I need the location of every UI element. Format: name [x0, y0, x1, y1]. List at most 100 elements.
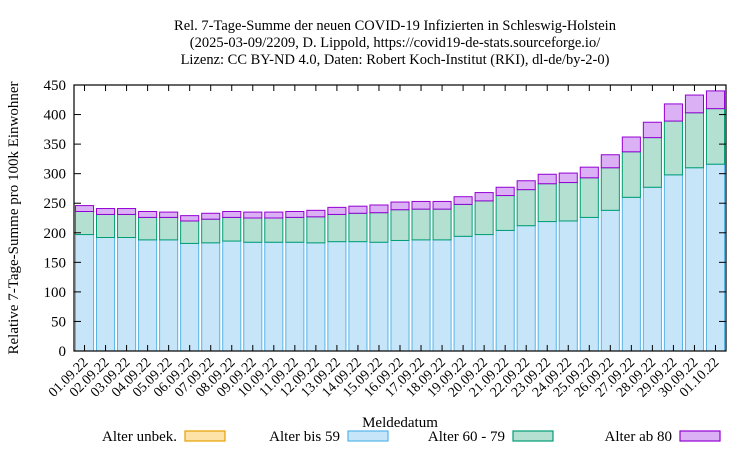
bar-alter-60-79-2 [117, 213, 137, 238]
bar-alter-ab-80-13 [348, 205, 368, 214]
bar-alter-bis-59-13 [348, 241, 368, 352]
bar-alter-60-79-8 [243, 217, 263, 243]
bar-alter-ab-80-28 [663, 103, 683, 122]
legend-label-alter-60-79: Alter 60 - 79 [428, 429, 505, 445]
title-line-3: Lizenz: CC BY-ND 4.0, Daten: Robert Koch… [181, 52, 610, 68]
bar-alter-60-79-4 [159, 216, 179, 241]
bar-alter-60-79-23 [558, 182, 578, 222]
bar-alter-60-79-13 [348, 212, 368, 243]
bar-alter-ab-80-4 [159, 211, 179, 218]
bar-alter-bis-59-27 [642, 186, 662, 352]
bar-alter-60-79-0 [74, 211, 95, 236]
bar-alter-bis-59-23 [558, 220, 578, 352]
bar-alter-ab-80-0 [74, 205, 95, 212]
bar-alter-ab-80-16 [411, 200, 431, 210]
bar-alter-60-79-6 [201, 218, 221, 244]
legend-swatch-alter-bis-59 [347, 430, 389, 442]
bar-alter-bis-59-9 [264, 241, 284, 352]
bar-alter-60-79-28 [663, 120, 683, 176]
bar-alter-ab-80-29 [684, 94, 704, 114]
bar-alter-bis-59-0 [74, 234, 95, 352]
bar-alter-bis-59-19 [474, 234, 494, 352]
bar-alter-60-79-30 [705, 108, 726, 165]
bar-alter-bis-59-15 [390, 239, 410, 352]
bar-alter-bis-59-25 [600, 209, 620, 352]
bar-alter-60-79-24 [579, 177, 599, 218]
x-axis-label: Meldedatum [362, 415, 438, 431]
bar-alter-bis-59-16 [411, 239, 431, 352]
bar-alter-ab-80-26 [621, 136, 641, 153]
bar-alter-60-79-19 [474, 200, 494, 236]
bar-alter-ab-80-22 [537, 173, 557, 185]
legend-label-alter-bis-59: Alter bis 59 [269, 429, 340, 445]
y-tick-label-5: 250 [44, 196, 67, 212]
legend-swatch-alter-ab-80 [679, 430, 721, 442]
bar-alter-bis-59-2 [117, 237, 137, 352]
bar-alter-bis-59-3 [138, 239, 158, 352]
bar-alter-60-79-1 [96, 213, 116, 238]
bar-alter-ab-80-20 [495, 186, 515, 197]
bar-alter-60-79-16 [411, 208, 431, 241]
bar-alter-ab-80-27 [642, 121, 662, 139]
bar-alter-ab-80-14 [369, 204, 389, 214]
bar-alter-60-79-15 [390, 209, 410, 241]
bar-alter-ab-80-5 [180, 215, 200, 222]
y-tick-label-6: 300 [44, 167, 67, 183]
bar-alter-ab-80-17 [432, 200, 452, 210]
legend-swatch-alter-unbek- [184, 430, 226, 442]
bar-alter-ab-80-8 [243, 211, 263, 219]
bar-alter-bis-59-28 [663, 174, 683, 352]
bar-alter-bis-59-12 [327, 241, 347, 352]
bar-alter-bis-59-4 [159, 239, 179, 352]
legend-label-alter-unbek-: Alter unbek. [102, 429, 177, 445]
y-tick-label-1: 50 [51, 314, 66, 330]
bar-alter-bis-59-26 [621, 196, 641, 352]
y-tick-label-8: 400 [44, 108, 67, 124]
y-tick-label-2: 100 [44, 285, 67, 301]
bar-alter-bis-59-21 [516, 225, 536, 352]
bar-alter-bis-59-5 [180, 242, 200, 352]
bar-alter-60-79-17 [432, 208, 452, 241]
legend-swatch-alter-60-79 [512, 430, 554, 442]
bar-alter-60-79-29 [684, 112, 704, 169]
bar-alter-ab-80-18 [453, 196, 473, 205]
title-line-1: Rel. 7-Tage-Summe der neuen COVID-19 Inf… [174, 18, 617, 34]
bar-alter-60-79-10 [285, 216, 305, 243]
bar-alter-ab-80-2 [117, 208, 137, 215]
bar-alter-ab-80-6 [201, 212, 221, 220]
bar-alter-60-79-20 [495, 195, 515, 231]
bar-alter-60-79-26 [621, 151, 641, 198]
bar-alter-bis-59-17 [432, 239, 452, 352]
bar-alter-bis-59-30 [705, 163, 726, 352]
y-tick-label-0: 0 [59, 344, 67, 360]
bar-alter-bis-59-24 [579, 216, 599, 352]
bar-alter-ab-80-23 [558, 172, 578, 184]
y-tick-label-3: 150 [44, 255, 67, 271]
legend: Alter unbek. Alter bis 59 Alter 60 - 79 Alt… [102, 429, 721, 445]
chart-title: Rel. 7-Tage-Summe der neuen COVID-19 Inf… [174, 18, 617, 68]
bar-alter-ab-80-10 [285, 211, 305, 218]
bar-alter-ab-80-7 [222, 211, 242, 218]
bar-alter-ab-80-11 [306, 209, 326, 218]
title-line-2: (2025-03-09/2209, D. Lippold, https://co… [190, 35, 601, 51]
bar-alter-bis-59-1 [96, 237, 116, 352]
bar-alter-ab-80-30 [705, 90, 726, 110]
plot-frame [73, 84, 727, 352]
bar-alter-60-79-18 [453, 203, 473, 237]
bars-layer [74, 90, 726, 352]
bar-alter-ab-80-12 [327, 206, 347, 215]
y-axis-label: Relative 7-Tage-Summe pro 100k Einwohner [6, 81, 22, 354]
y-axis: 0 50 100 150 200 250 300 350 400 450 [44, 78, 726, 360]
bar-alter-60-79-11 [306, 216, 326, 244]
bar-alter-60-79-22 [537, 183, 557, 223]
y-tick-label-7: 350 [44, 137, 67, 153]
bar-alter-60-79-7 [222, 216, 242, 242]
bar-alter-bis-59-8 [243, 241, 263, 352]
bar-alter-60-79-3 [138, 216, 158, 241]
bar-alter-60-79-25 [600, 167, 620, 211]
bar-alter-bis-59-10 [285, 241, 305, 352]
bar-alter-60-79-5 [180, 220, 200, 244]
bar-alter-60-79-12 [327, 213, 347, 243]
